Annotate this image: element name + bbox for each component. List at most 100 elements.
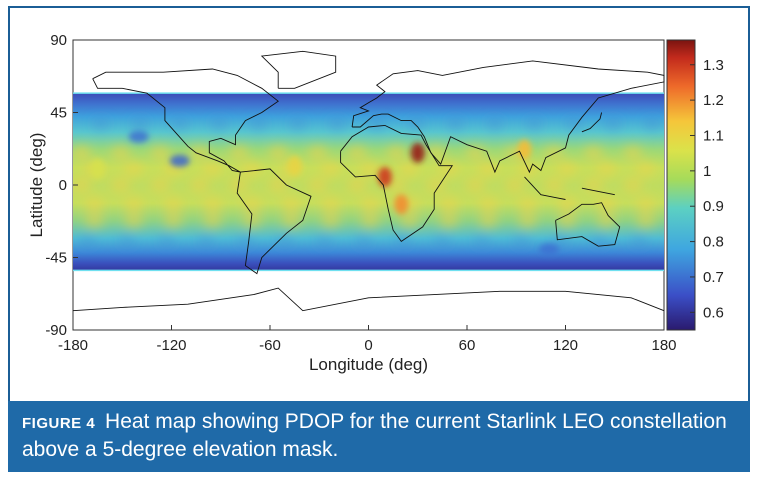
heatmap-chart: -180 -120 -60 0 60 120 180 90 45 0 -45 -90 Longitu… (27, 32, 724, 374)
x-tick-label: -60 (259, 337, 281, 354)
pdop-texture-blob (473, 236, 490, 247)
pdop-texture-blob (203, 214, 222, 227)
pdop-texture-blob (597, 198, 616, 211)
pdop-texture-blob (269, 179, 288, 191)
pdop-texture-blob (400, 162, 419, 175)
y-tick-label: 90 (50, 32, 67, 49)
pdop-texture-blob (434, 236, 451, 247)
pdop-texture-blob (623, 146, 642, 159)
pdop-texture-blob (158, 236, 175, 247)
coastline (236, 168, 312, 275)
pdop-texture-blob (584, 146, 603, 159)
pdop-texture-blob (558, 214, 577, 227)
pdop-texture-blob (426, 146, 445, 159)
figure-caption-text: Heat map showing PDOP for the current St… (22, 410, 727, 461)
pdop-texture-blob (584, 179, 603, 191)
y-tick-label: -90 (45, 322, 67, 339)
pdop-texture-blob (479, 214, 498, 227)
pdop-texture-blob (348, 146, 367, 159)
pdop-texture-blob (237, 236, 254, 247)
pdop-texture-blob (85, 198, 104, 211)
pdop-hotspot (410, 142, 425, 163)
x-tick-label: 120 (553, 337, 578, 354)
pdop-texture-blob (636, 198, 655, 211)
pdop-texture-blob (308, 179, 327, 191)
colorbar-ticks: 1.3 1.2 1.1 1 0.9 0.8 0.7 0.6 (690, 57, 724, 321)
pdop-texture-blob (132, 118, 149, 129)
pdop-texture-blob (282, 198, 301, 211)
pdop-texture-blob (79, 236, 96, 247)
pdop-texture-blob (439, 198, 458, 211)
pdop-hotspot (517, 139, 532, 160)
pdop-texture-blob (558, 162, 577, 175)
pdop-texture-blob (73, 179, 91, 191)
pdop-texture-blob (439, 162, 458, 175)
pdop-hotspot (377, 166, 392, 187)
colorbar-tick-label: 1.1 (703, 127, 724, 144)
pdop-texture-blob (289, 118, 306, 129)
pdop-texture-blob (321, 198, 340, 211)
pdop-texture-blob (321, 214, 340, 227)
pdop-lowspot (169, 154, 190, 167)
pdop-texture-blob (348, 179, 367, 191)
pdop-texture-blob (426, 179, 445, 191)
pdop-texture-blob (597, 214, 616, 227)
pdop-texture-blob (636, 162, 655, 175)
coastline (340, 124, 454, 243)
pdop-texture-blob (276, 236, 293, 247)
pdop-texture-blob (447, 118, 464, 129)
pdop-texture-blob (242, 214, 261, 227)
coastline (72, 287, 665, 312)
pdop-texture-blob (321, 162, 340, 175)
pdop-texture-blob (190, 179, 209, 191)
colorbar (666, 39, 696, 331)
pdop-hotspot (287, 155, 302, 176)
pdop-texture-blob (361, 214, 380, 227)
pdop-texture-blob (439, 214, 458, 227)
pdop-texture-blob (164, 214, 183, 227)
pdop-texture-blob (505, 179, 524, 191)
pdop-texture-blob (355, 236, 372, 247)
pdop-texture-blob (526, 118, 543, 129)
pdop-texture-blob (203, 198, 222, 211)
pdop-texture-blob (124, 162, 143, 175)
pdop-texture-blob (518, 198, 537, 211)
pdop-texture-blob (197, 236, 214, 247)
x-tick-label: -120 (156, 337, 186, 354)
pdop-texture-blob (111, 146, 130, 159)
pdop-hotspot (90, 158, 105, 179)
pdop-texture-blob (124, 214, 143, 227)
coastline (351, 60, 665, 174)
pdop-texture-blob (387, 146, 406, 159)
colorbar-tick-label: 1.3 (703, 57, 724, 74)
pdop-texture-blob (92, 118, 109, 129)
pdop-texture-blob (479, 198, 498, 211)
coastline (581, 187, 615, 196)
x-tick-label: 0 (364, 337, 372, 354)
pdop-texture-blob (387, 179, 406, 191)
coastline (260, 50, 337, 89)
colorbar-tick-label: 0.8 (703, 234, 724, 251)
pdop-texture-blob (119, 236, 136, 247)
pdop-texture-blob (85, 214, 104, 227)
pdop-texture-blob (361, 198, 380, 211)
y-tick-label: 45 (50, 105, 67, 122)
pdop-texture-blob (368, 118, 385, 129)
pdop-texture-blob (111, 179, 130, 191)
pdop-texture-blob (565, 118, 582, 129)
colorbar-tick-label: 1.2 (703, 92, 724, 109)
x-tick-label: -180 (58, 337, 88, 354)
colorbar-tick-label: 1 (703, 163, 711, 180)
pdop-texture-blob (308, 146, 327, 159)
coastline (581, 112, 603, 133)
pdop-texture-blob (73, 146, 91, 159)
pdop-texture-blob (591, 236, 608, 247)
y-tick-label: -45 (45, 250, 67, 267)
coastline (524, 176, 566, 200)
pdop-texture-blob (242, 162, 261, 175)
colorbar-tick-label: 0.7 (703, 269, 724, 286)
coastline (555, 202, 621, 247)
pdop-texture-blob (400, 214, 419, 227)
pdop-texture-blob (605, 118, 622, 129)
x-tick-label: 180 (651, 337, 676, 354)
